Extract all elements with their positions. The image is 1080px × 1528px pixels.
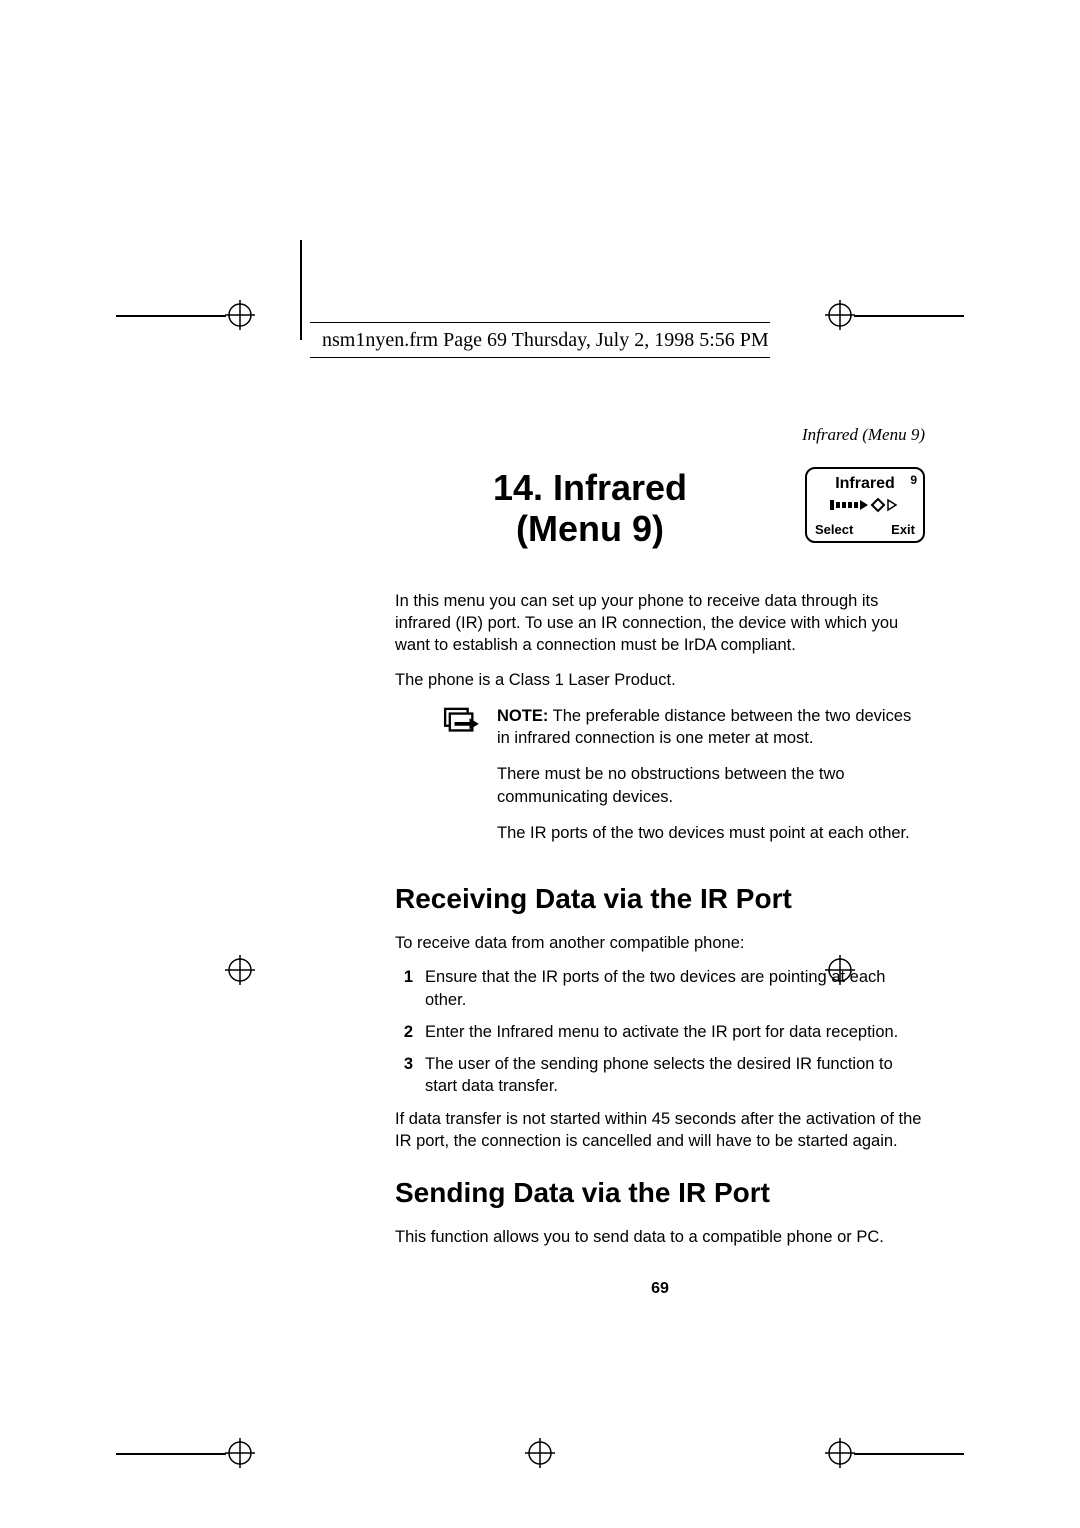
list-text: Enter the Infrared menu to activate the … (425, 1021, 925, 1043)
crop-line (116, 1453, 226, 1455)
chapter-title: 14. Infrared (Menu 9) (395, 467, 805, 550)
list-text: The user of the sending phone selects th… (425, 1053, 925, 1098)
crop-line (116, 315, 226, 317)
section2-lead: This function allows you to send data to… (395, 1226, 925, 1248)
section1-tail: If data transfer is not started within 4… (395, 1108, 925, 1153)
section1-lead: To receive data from another compatible … (395, 932, 925, 954)
phone-title: Infrared (815, 475, 915, 493)
numbered-list: 1Ensure that the IR ports of the two dev… (395, 966, 925, 1097)
phone-select-label: Select (815, 522, 853, 537)
section-sending-head: Sending Data via the IR Port (395, 1174, 925, 1212)
crop-line (854, 315, 964, 317)
crop-mark-icon (225, 955, 255, 985)
laser-note: The phone is a Class 1 Laser Product. (395, 669, 925, 691)
phone-screen-illustration: 9 Infrared Select Exit (805, 467, 925, 543)
note-p1: NOTE: The preferable distance between th… (497, 705, 925, 750)
phone-signal: 9 (910, 473, 917, 487)
crop-line (300, 240, 302, 340)
crop-mark-icon (525, 1438, 555, 1468)
header-text: nsm1nyen.frm Page 69 Thursday, July 2, 1… (322, 329, 769, 352)
note-block: NOTE: The preferable distance between th… (443, 705, 925, 858)
phone-ir-graphic (815, 496, 915, 519)
list-text: Ensure that the IR ports of the two devi… (425, 966, 925, 1011)
note-p2: There must be no obstructions between th… (497, 763, 925, 808)
page-header: nsm1nyen.frm Page 69 Thursday, July 2, 1… (310, 322, 770, 358)
section-receiving-head: Receiving Data via the IR Port (395, 880, 925, 918)
chapter-title-line1: 14. Infrared (395, 467, 785, 508)
crop-line (854, 1453, 964, 1455)
phone-exit-label: Exit (891, 522, 915, 537)
running-head: Infrared (Menu 9) (395, 425, 925, 445)
intro-paragraph: In this menu you can set up your phone t… (395, 590, 925, 657)
crop-mark-icon (225, 300, 255, 330)
crop-mark-icon (225, 1438, 255, 1468)
note-label: NOTE: (497, 707, 548, 725)
crop-mark-icon (825, 300, 855, 330)
list-item: 1Ensure that the IR ports of the two dev… (395, 966, 925, 1011)
list-item: 3The user of the sending phone selects t… (395, 1053, 925, 1098)
chapter-title-line2: (Menu 9) (395, 508, 785, 549)
note-icon (443, 705, 487, 858)
page-number: 69 (395, 1278, 925, 1300)
list-item: 2Enter the Infrared menu to activate the… (395, 1021, 925, 1043)
crop-mark-icon (825, 1438, 855, 1468)
note-p3: The IR ports of the two devices must poi… (497, 822, 925, 844)
